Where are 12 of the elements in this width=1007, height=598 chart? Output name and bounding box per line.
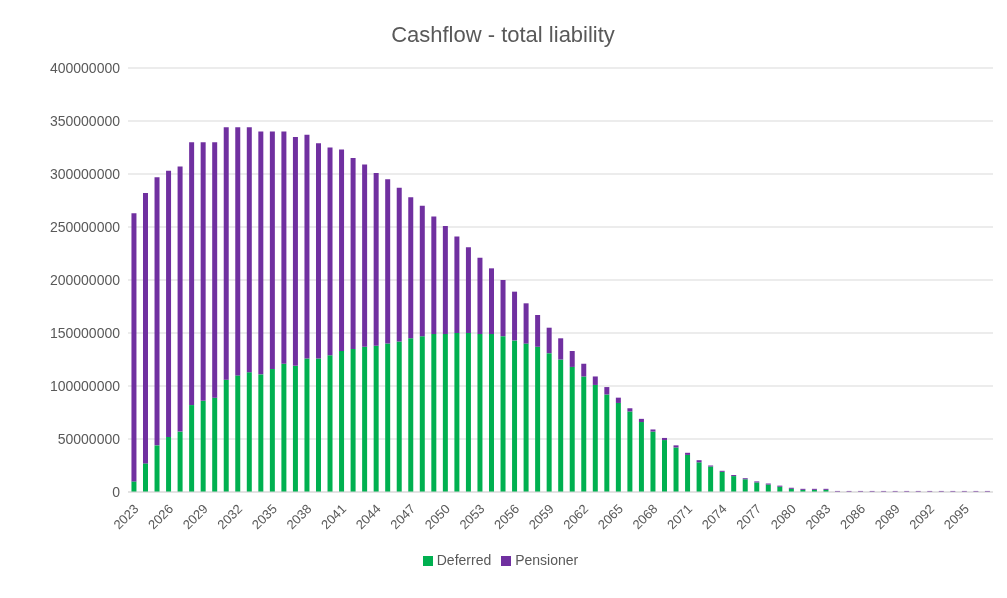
y-tick-label: 50000000 <box>57 430 121 447</box>
y-tick-label: 200000000 <box>49 271 121 288</box>
legend-label: Pensioner <box>515 552 579 568</box>
y-tick-label: 0 <box>112 483 121 500</box>
y-tick-label: 350000000 <box>49 112 121 129</box>
y-tick-label: 150000000 <box>49 324 121 341</box>
chart-title: Cashflow - total liability <box>390 22 616 49</box>
y-tick-label: 100000000 <box>49 377 121 394</box>
y-tick-label: 250000000 <box>49 218 121 235</box>
y-tick-label: 400000000 <box>49 59 121 76</box>
legend-label: Deferred <box>436 552 492 568</box>
y-tick-label: 300000000 <box>49 165 121 182</box>
